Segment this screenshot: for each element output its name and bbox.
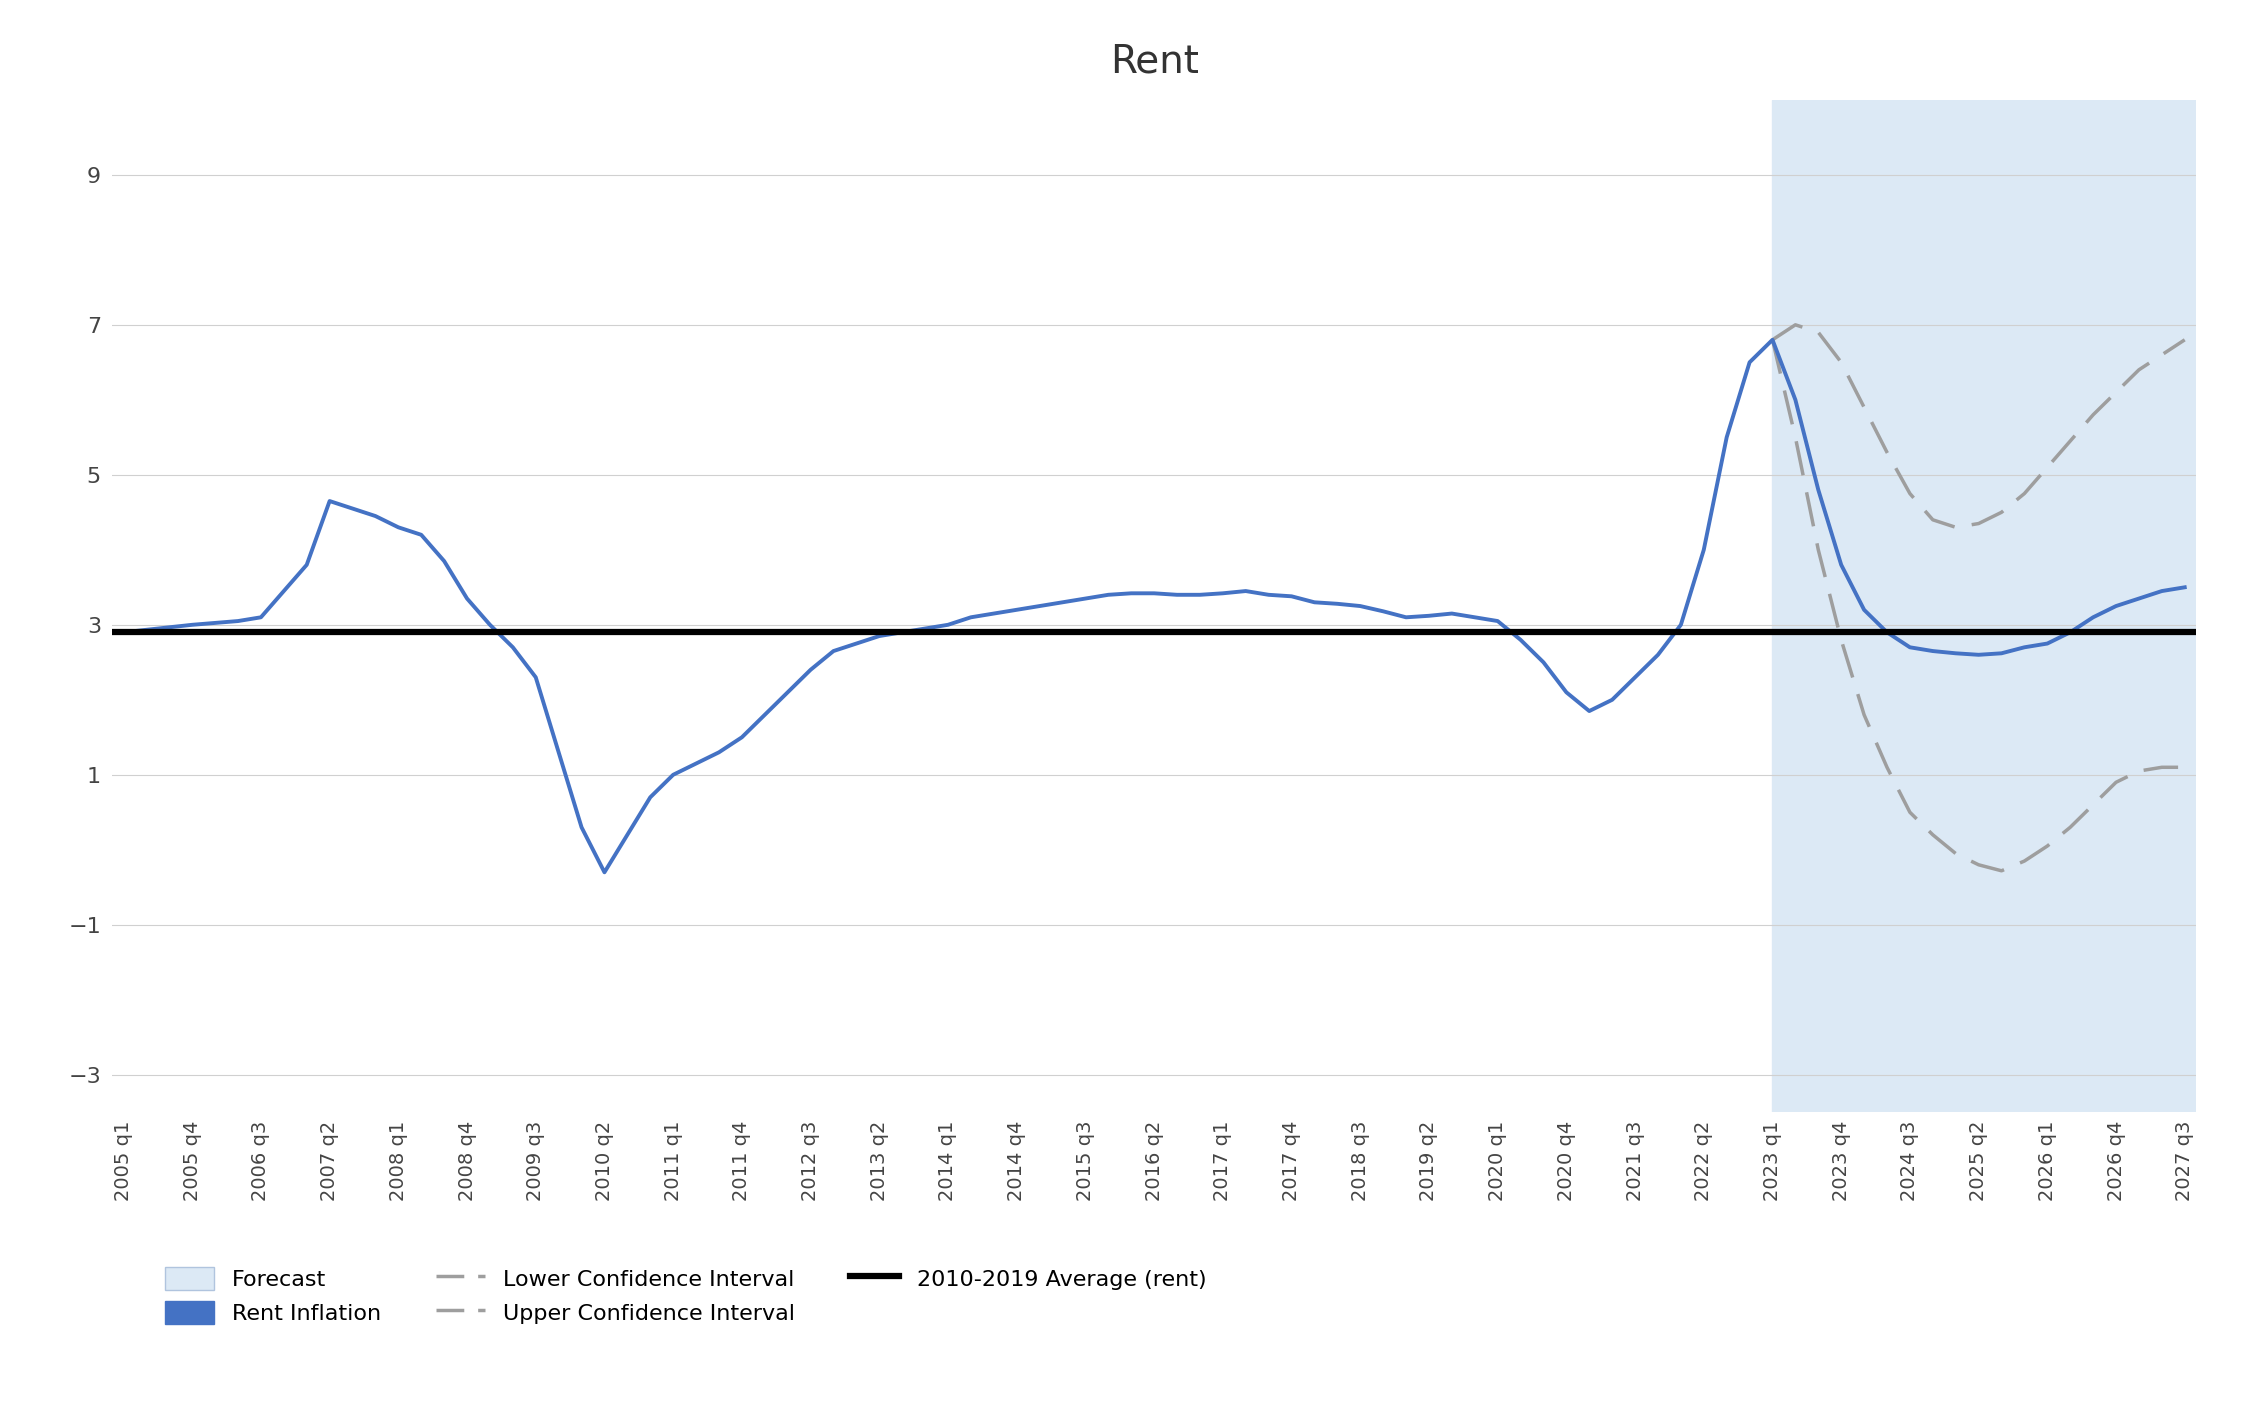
Legend: Forecast, Rent Inflation, Lower Confidence Interval, Upper Confidence Interval, : Forecast, Rent Inflation, Lower Confiden… [166,1268,1206,1323]
Title: Rent: Rent [1109,41,1199,80]
Bar [1773,100,2196,1112]
